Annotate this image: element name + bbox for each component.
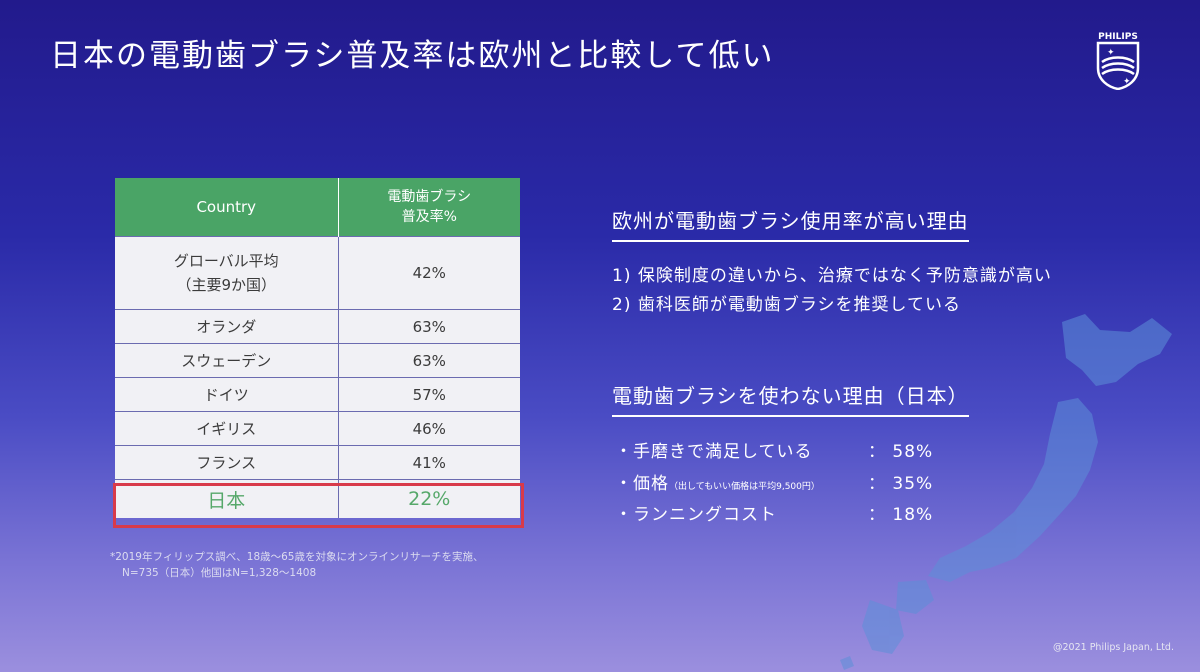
table-row: イギリス 46% (115, 411, 520, 446)
header-country: Country (115, 178, 339, 237)
adoption-rate-table: Country 電動歯ブラシ 普及率% グローバル平均 （主要9か国） 42% … (115, 178, 520, 518)
reason-value: ： 58% (868, 442, 934, 462)
europe-reason-2: 2) 歯科医師が電動歯ブラシを推奨している (612, 295, 962, 315)
svg-text:✦: ✦ (1123, 77, 1131, 87)
table-row-japan-highlight: 日本 22% (115, 479, 520, 518)
reason-label: ・手磨きで満足している (615, 442, 813, 462)
table-row: グローバル平均 （主要9か国） 42% (115, 236, 520, 310)
header-adoption-rate-line1: 電動歯ブラシ (387, 189, 472, 205)
rate-cell: 57% (338, 377, 520, 412)
table-header-row: Country 電動歯ブラシ 普及率% (115, 178, 520, 237)
survey-footnote: *2019年フィリップス調べ、18歳〜65歳を対象にオンラインリサーチを実施、 … (110, 549, 483, 581)
country-cell-japan: 日本 (115, 479, 339, 518)
header-adoption-rate: 電動歯ブラシ 普及率% (338, 178, 520, 237)
reason-value: ： 18% (868, 505, 934, 525)
reason-label: ・価格 (615, 474, 669, 494)
table-row: オランダ 63% (115, 309, 520, 344)
country-cell: グローバル平均 （主要9か国） (115, 236, 339, 310)
philips-shield-logo: PHILIPS ✦ ✦ (1096, 32, 1140, 90)
rate-cell: 63% (338, 343, 520, 378)
country-cell: イギリス (115, 411, 339, 446)
reason-note: （出してもいい価格は平均9,500円） (669, 482, 820, 492)
reason-value: ： 35% (868, 474, 934, 494)
country-cell: オランダ (115, 309, 339, 344)
rate-cell: 46% (338, 411, 520, 446)
copyright-text: @2021 Philips Japan, Ltd. (1053, 642, 1174, 653)
europe-reasons-heading: 欧州が電動歯ブラシ使用率が高い理由 (612, 205, 969, 242)
footnote-line1: *2019年フィリップス調べ、18歳〜65歳を対象にオンラインリサーチを実施、 (110, 551, 484, 563)
table-row: スウェーデン 63% (115, 343, 520, 378)
table-row: ドイツ 57% (115, 377, 520, 412)
rate-cell-japan: 22% (338, 479, 520, 518)
rate-cell: 63% (338, 309, 520, 344)
slide-title: 日本の電動歯ブラシ普及率は欧州と比較して低い (50, 38, 775, 74)
japan-map-graphic (840, 314, 1172, 670)
country-cell: スウェーデン (115, 343, 339, 378)
japan-reason-3: ・ランニングコスト (615, 500, 777, 525)
country-line1: グローバル平均 (173, 252, 279, 270)
adoption-rate-table-container: Country 電動歯ブラシ 普及率% グローバル平均 （主要9か国） 42% … (113, 178, 524, 528)
reason-label: ・ランニングコスト (615, 505, 777, 525)
rate-cell: 41% (338, 445, 520, 480)
footnote-line2: N=735（日本）他国はN=1,328〜1408 (122, 567, 317, 579)
country-cell: フランス (115, 445, 339, 480)
japan-reasons-heading: 電動歯ブラシを使わない理由（日本） (612, 380, 969, 417)
europe-reason-1: 1) 保険制度の違いから、治療ではなく予防意識が高い (612, 266, 1052, 286)
header-adoption-rate-line2: 普及率% (401, 209, 457, 225)
japan-reason-1: ・手磨きで満足している (615, 437, 813, 462)
japan-reason-2: ・価格（出してもいい価格は平均9,500円） (615, 469, 820, 494)
table-row: フランス 41% (115, 445, 520, 480)
brand-name: PHILIPS (1098, 32, 1138, 42)
country-cell: ドイツ (115, 377, 339, 412)
svg-text:✦: ✦ (1107, 48, 1115, 58)
country-line2: （主要9か国） (176, 276, 277, 294)
rate-cell: 42% (338, 236, 520, 310)
